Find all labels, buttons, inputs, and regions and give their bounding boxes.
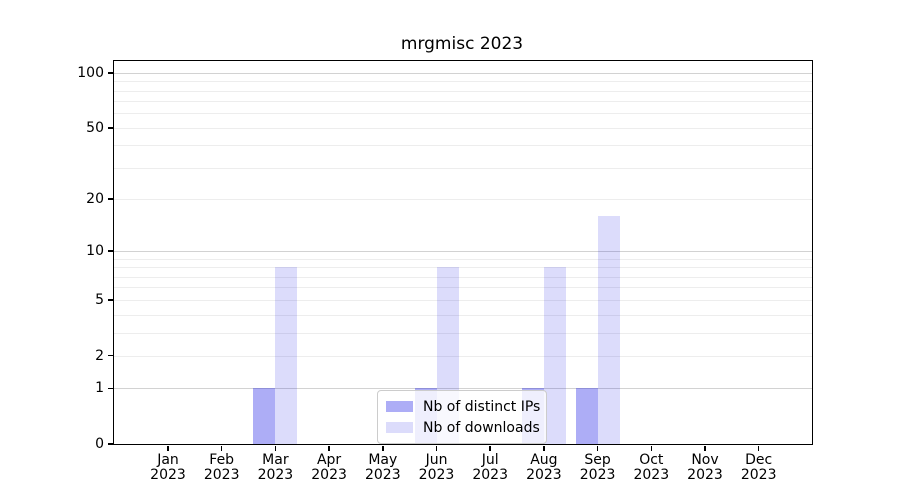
x-axis-tick-label: Oct 2023 xyxy=(633,452,670,483)
legend-swatch-distinct-ips xyxy=(386,401,413,412)
y-axis-tick-label: 20 xyxy=(86,191,104,208)
y-tick-mark xyxy=(107,127,113,129)
y-axis-tick-label: 100 xyxy=(77,64,104,81)
y-tick-mark xyxy=(107,72,113,74)
x-tick-mark xyxy=(757,445,760,451)
major-gridline xyxy=(114,388,812,390)
y-axis-tick-label: 2 xyxy=(95,347,104,364)
bar-nb-of-downloads-aug-2023 xyxy=(543,267,566,444)
bar-nb-of-downloads-sep-2023 xyxy=(597,216,620,444)
minor-gridline xyxy=(114,113,812,115)
x-tick-mark xyxy=(650,445,653,451)
x-tick-mark xyxy=(220,445,223,451)
minor-gridline xyxy=(114,287,812,289)
x-axis-tick-label: Nov 2023 xyxy=(687,452,723,483)
legend-label-downloads: Nb of downloads xyxy=(423,419,540,436)
minor-gridline xyxy=(114,81,812,83)
minor-gridline xyxy=(114,90,812,92)
x-tick-mark xyxy=(543,445,545,451)
x-tick-mark xyxy=(596,445,599,451)
x-axis-tick-label: Dec 2023 xyxy=(740,452,777,483)
y-tick-mark xyxy=(107,354,113,357)
legend-swatch-downloads xyxy=(386,422,413,433)
y-tick-mark xyxy=(107,250,113,252)
major-gridline xyxy=(114,72,812,74)
y-axis-tick-label: 0 xyxy=(95,436,104,452)
x-tick-mark xyxy=(382,445,384,451)
minor-gridline xyxy=(114,267,812,269)
minor-gridline xyxy=(114,127,812,129)
legend: Nb of distinct IPs Nb of downloads xyxy=(377,390,547,444)
x-tick-mark xyxy=(704,445,706,451)
minor-gridline xyxy=(114,199,812,201)
x-tick-mark xyxy=(274,445,277,451)
y-axis-tick-label: 50 xyxy=(86,119,104,136)
plot-area: 0 1 2 5 10 20 50 100 Jan 2023 Feb 2023 Mar 2023 Apr… xyxy=(77,60,813,483)
y-axis-tick-label: 10 xyxy=(86,243,104,260)
x-axis-tick-label: Mar 2023 xyxy=(257,452,294,483)
x-axis-tick-label: Sep 2023 xyxy=(579,452,616,483)
minor-gridline xyxy=(114,332,812,334)
y-tick-mark xyxy=(107,443,113,445)
x-tick-mark xyxy=(435,445,438,451)
bar-nb-of-downloads-mar-2023 xyxy=(275,267,298,444)
minor-gridline xyxy=(114,299,812,301)
minor-gridline xyxy=(114,355,812,357)
minor-gridline xyxy=(114,167,812,169)
y-axis-tick-label: 5 xyxy=(95,291,104,308)
x-axis-tick-label: Aug 2023 xyxy=(526,452,562,483)
x-axis-tick-label: Feb 2023 xyxy=(203,452,240,483)
x-tick-mark xyxy=(489,445,491,451)
x-axis-tick-label: Apr 2023 xyxy=(311,452,347,483)
y-tick-mark xyxy=(107,387,113,389)
x-axis-tick-label: May 2023 xyxy=(364,452,401,483)
y-tick-mark xyxy=(107,198,113,200)
x-axis-tick-label: Jan 2023 xyxy=(150,452,186,483)
minor-gridline xyxy=(114,314,812,316)
major-gridline xyxy=(114,251,812,253)
legend-item-distinct-ips: Nb of distinct IPs xyxy=(386,396,541,417)
minor-gridline xyxy=(114,258,812,260)
legend-item-downloads: Nb of downloads xyxy=(386,417,540,438)
x-axis-tick-label: Jun 2023 xyxy=(418,452,455,483)
minor-gridline xyxy=(114,276,812,278)
legend-label-distinct-ips: Nb of distinct IPs xyxy=(423,398,541,415)
x-tick-mark xyxy=(328,445,330,451)
bar-nb-of-distinct-ips-mar-2023 xyxy=(253,388,276,444)
x-axis-tick-label: Jul 2023 xyxy=(472,452,508,483)
x-tick-mark xyxy=(167,445,169,451)
y-tick-mark xyxy=(107,299,113,301)
chart-title: mrgmisc 2023 xyxy=(400,34,524,54)
minor-gridline xyxy=(114,145,812,147)
minor-gridline xyxy=(114,101,812,103)
y-axis-tick-label: 1 xyxy=(95,380,104,397)
bar-nb-of-distinct-ips-sep-2023 xyxy=(575,388,598,444)
